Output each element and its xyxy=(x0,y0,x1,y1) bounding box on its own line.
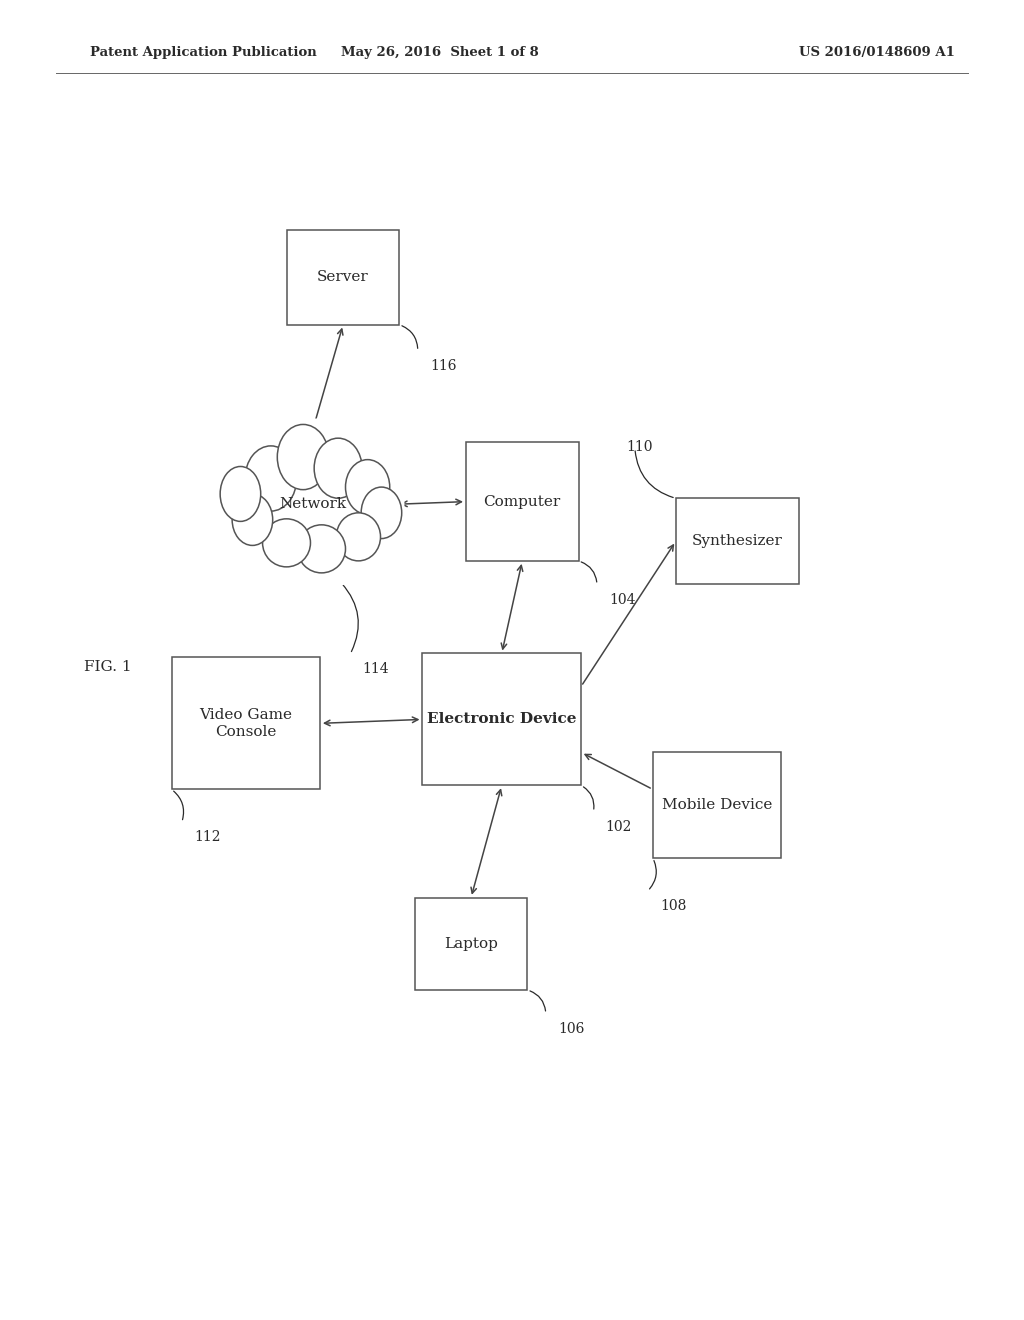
Text: Network: Network xyxy=(279,498,346,511)
Ellipse shape xyxy=(336,513,381,561)
Text: 102: 102 xyxy=(606,820,632,834)
Ellipse shape xyxy=(220,418,404,590)
Text: Video Game
Console: Video Game Console xyxy=(200,708,292,739)
Text: FIG. 1: FIG. 1 xyxy=(84,660,131,673)
Text: 110: 110 xyxy=(627,441,653,454)
Ellipse shape xyxy=(298,525,345,573)
FancyBboxPatch shape xyxy=(415,898,527,990)
Text: Server: Server xyxy=(317,271,369,284)
FancyBboxPatch shape xyxy=(676,498,799,583)
Text: 108: 108 xyxy=(659,899,686,913)
Ellipse shape xyxy=(262,519,310,566)
Text: 116: 116 xyxy=(430,359,457,374)
Text: 106: 106 xyxy=(558,1022,585,1036)
FancyBboxPatch shape xyxy=(171,657,319,789)
Ellipse shape xyxy=(245,446,297,511)
FancyBboxPatch shape xyxy=(422,653,582,785)
Text: 112: 112 xyxy=(195,830,220,845)
Text: Electronic Device: Electronic Device xyxy=(427,713,577,726)
FancyBboxPatch shape xyxy=(466,442,579,561)
Text: 114: 114 xyxy=(362,663,389,676)
Text: Laptop: Laptop xyxy=(444,937,498,950)
Text: US 2016/0148609 A1: US 2016/0148609 A1 xyxy=(799,46,954,59)
Text: Synthesizer: Synthesizer xyxy=(692,535,782,548)
Ellipse shape xyxy=(232,494,272,545)
Text: Computer: Computer xyxy=(483,495,561,508)
Ellipse shape xyxy=(278,425,329,490)
Text: Patent Application Publication: Patent Application Publication xyxy=(90,46,316,59)
Text: 104: 104 xyxy=(609,593,636,607)
Ellipse shape xyxy=(361,487,401,539)
Ellipse shape xyxy=(220,466,261,521)
FancyBboxPatch shape xyxy=(653,752,780,858)
Ellipse shape xyxy=(314,438,362,498)
Ellipse shape xyxy=(345,459,390,515)
FancyBboxPatch shape xyxy=(287,230,399,325)
Text: May 26, 2016  Sheet 1 of 8: May 26, 2016 Sheet 1 of 8 xyxy=(341,46,540,59)
Text: Mobile Device: Mobile Device xyxy=(662,799,772,812)
